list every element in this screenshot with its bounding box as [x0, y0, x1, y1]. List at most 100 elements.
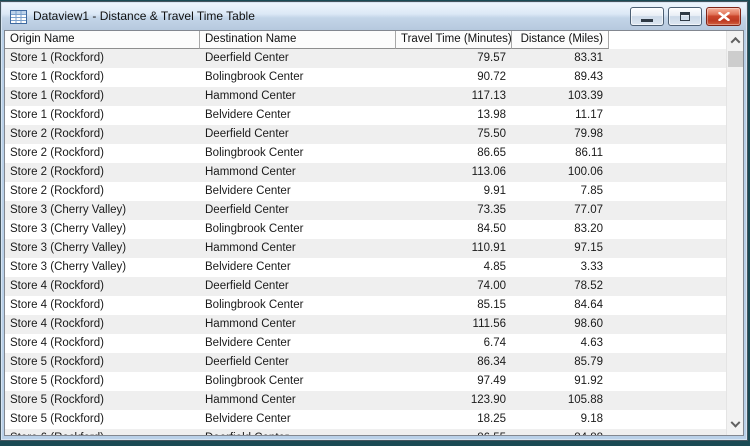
table-row[interactable]: Store 4 (Rockford) Belvidere Center 6.74… [5, 334, 726, 353]
table-row[interactable]: Store 6 (Rockford) Deerfield Center 86.5… [5, 429, 726, 435]
cell-travel-time: 86.65 [477, 147, 506, 159]
cell-destination-name: Deerfield Center [200, 429, 396, 435]
scroll-down-button[interactable] [727, 417, 744, 434]
maximize-icon [680, 12, 690, 21]
cell-travel-time: 90.72 [477, 71, 506, 83]
cell-distance: 103.39 [567, 90, 603, 102]
table-row[interactable]: Store 2 (Rockford) Bolingbrook Center 86… [5, 144, 726, 163]
cell-travel-time: 111.56 [472, 318, 506, 330]
cell-destination-name: Deerfield Center [205, 204, 289, 216]
cell-destination-name: Hammond Center [205, 394, 296, 406]
table-row[interactable]: Store 4 (Rockford) Hammond Center 111.56… [5, 315, 726, 334]
cell-origin-name: Store 6 (Rockford) [5, 429, 200, 435]
cell-origin-name: Store 4 (Rockford) [10, 318, 104, 330]
cell-distance: 86.11 [575, 147, 603, 159]
cell-destination-name: Hammond Center [205, 90, 296, 102]
table-row[interactable]: Store 3 (Cherry Valley) Hammond Center 1… [5, 239, 726, 258]
cell-origin-name: Store 2 (Rockford) [10, 185, 104, 197]
cell-destination-name: Bolingbrook Center [205, 147, 304, 159]
cell-destination-name: Bolingbrook Center [205, 71, 304, 83]
column-header-origin-name[interactable]: Origin Name [5, 31, 200, 49]
table-row[interactable]: Store 4 (Rockford) Bolingbrook Center 85… [5, 296, 726, 315]
cell-destination-name: Bolingbrook Center [205, 299, 304, 311]
column-header-destination-name[interactable]: Destination Name [200, 31, 396, 49]
chevron-up-icon [730, 36, 741, 47]
table-row[interactable]: Store 3 (Cherry Valley) Bolingbrook Cent… [5, 220, 726, 239]
cell-destination-name: Deerfield Center [205, 356, 289, 368]
minimize-button[interactable] [630, 7, 664, 26]
cell-distance: 84.88 [512, 429, 609, 435]
cell-distance: 97.15 [574, 242, 603, 254]
table-row[interactable]: Store 3 (Cherry Valley) Belvidere Center… [5, 258, 726, 277]
close-icon [717, 12, 730, 21]
table-row[interactable]: Store 1 (Rockford) Deerfield Center 79.5… [5, 49, 726, 68]
cell-travel-time: 73.35 [477, 204, 506, 216]
cell-distance: 91.92 [574, 375, 603, 387]
title-bar[interactable]: Dataview1 - Distance & Travel Time Table [2, 3, 746, 30]
cell-travel-time: 13.98 [477, 109, 506, 121]
cell-travel-time: 85.15 [477, 299, 506, 311]
table-row[interactable]: Store 1 (Rockford) Belvidere Center 13.9… [5, 106, 726, 125]
cell-destination-name: Belvidere Center [205, 413, 291, 425]
cell-distance: 77.07 [574, 204, 603, 216]
chevron-down-icon [730, 417, 741, 428]
cell-distance: 100.06 [567, 166, 603, 178]
scrollbar-thumb[interactable] [728, 51, 743, 67]
cell-travel-time: 79.57 [477, 52, 506, 64]
scroll-up-button[interactable] [727, 32, 744, 49]
cell-distance: 89.43 [574, 71, 603, 83]
cell-origin-name: Store 4 (Rockford) [10, 299, 104, 311]
cell-distance: 105.88 [567, 394, 603, 406]
cell-destination-name: Belvidere Center [205, 185, 291, 197]
cell-origin-name: Store 2 (Rockford) [10, 166, 104, 178]
cell-travel-time: 117.13 [471, 90, 506, 102]
cell-origin-name: Store 2 (Rockford) [10, 128, 104, 140]
cell-distance: 98.60 [574, 318, 603, 330]
cell-distance: 83.31 [574, 52, 603, 64]
cell-destination-name: Belvidere Center [205, 337, 291, 349]
table-grid-icon [10, 9, 27, 24]
cell-destination-name: Deerfield Center [205, 280, 289, 292]
cell-distance: 3.33 [580, 261, 603, 273]
table-client-area: Origin Name Destination Name Travel Time… [4, 30, 744, 436]
cell-destination-name: Hammond Center [205, 242, 296, 254]
column-header-travel-time[interactable]: Travel Time (Minutes) [396, 31, 512, 49]
table-row[interactable]: Store 5 (Rockford) Hammond Center 123.90… [5, 391, 726, 410]
cell-destination-name: Hammond Center [205, 166, 296, 178]
cell-destination-name: Bolingbrook Center [205, 223, 304, 235]
cell-travel-time: 86.34 [477, 356, 506, 368]
cell-destination-name: Deerfield Center [205, 128, 289, 140]
column-header-distance[interactable]: Distance (Miles) [512, 31, 609, 49]
cell-origin-name: Store 5 (Rockford) [10, 413, 104, 425]
cell-destination-name: Deerfield Center [205, 52, 289, 64]
cell-origin-name: Store 1 (Rockford) [10, 90, 104, 102]
table-row[interactable]: Store 2 (Rockford) Deerfield Center 75.5… [5, 125, 726, 144]
cell-origin-name: Store 1 (Rockford) [10, 109, 104, 121]
cell-origin-name: Store 1 (Rockford) [10, 71, 104, 83]
cell-distance: 84.64 [574, 299, 603, 311]
table-row[interactable]: Store 5 (Rockford) Belvidere Center 18.2… [5, 410, 726, 429]
cell-distance: 85.79 [574, 356, 603, 368]
table-row[interactable]: Store 3 (Cherry Valley) Deerfield Center… [5, 201, 726, 220]
vertical-scrollbar[interactable] [726, 31, 743, 435]
cell-origin-name: Store 5 (Rockford) [10, 394, 104, 406]
close-button[interactable] [706, 7, 741, 26]
cell-destination-name: Hammond Center [205, 318, 296, 330]
cell-destination-name: Belvidere Center [205, 261, 291, 273]
table-row[interactable]: Store 5 (Rockford) Bolingbrook Center 97… [5, 372, 726, 391]
table-row[interactable]: Store 1 (Rockford) Bolingbrook Center 90… [5, 68, 726, 87]
table-header: Origin Name Destination Name Travel Time… [5, 31, 743, 49]
cell-travel-time: 75.50 [477, 128, 506, 140]
table-row[interactable]: Store 2 (Rockford) Hammond Center 113.06… [5, 163, 726, 182]
cell-origin-name: Store 3 (Cherry Valley) [10, 223, 127, 235]
cell-origin-name: Store 4 (Rockford) [10, 280, 104, 292]
table-row[interactable]: Store 2 (Rockford) Belvidere Center 9.91… [5, 182, 726, 201]
cell-travel-time: 84.50 [477, 223, 506, 235]
table-row[interactable]: Store 1 (Rockford) Hammond Center 117.13… [5, 87, 726, 106]
column-header-filler [609, 31, 743, 49]
table-row[interactable]: Store 4 (Rockford) Deerfield Center 74.0… [5, 277, 726, 296]
maximize-button[interactable] [668, 7, 702, 26]
table-row[interactable]: Store 5 (Rockford) Deerfield Center 86.3… [5, 353, 726, 372]
table-rows: Store 1 (Rockford) Deerfield Center 79.5… [5, 49, 726, 435]
